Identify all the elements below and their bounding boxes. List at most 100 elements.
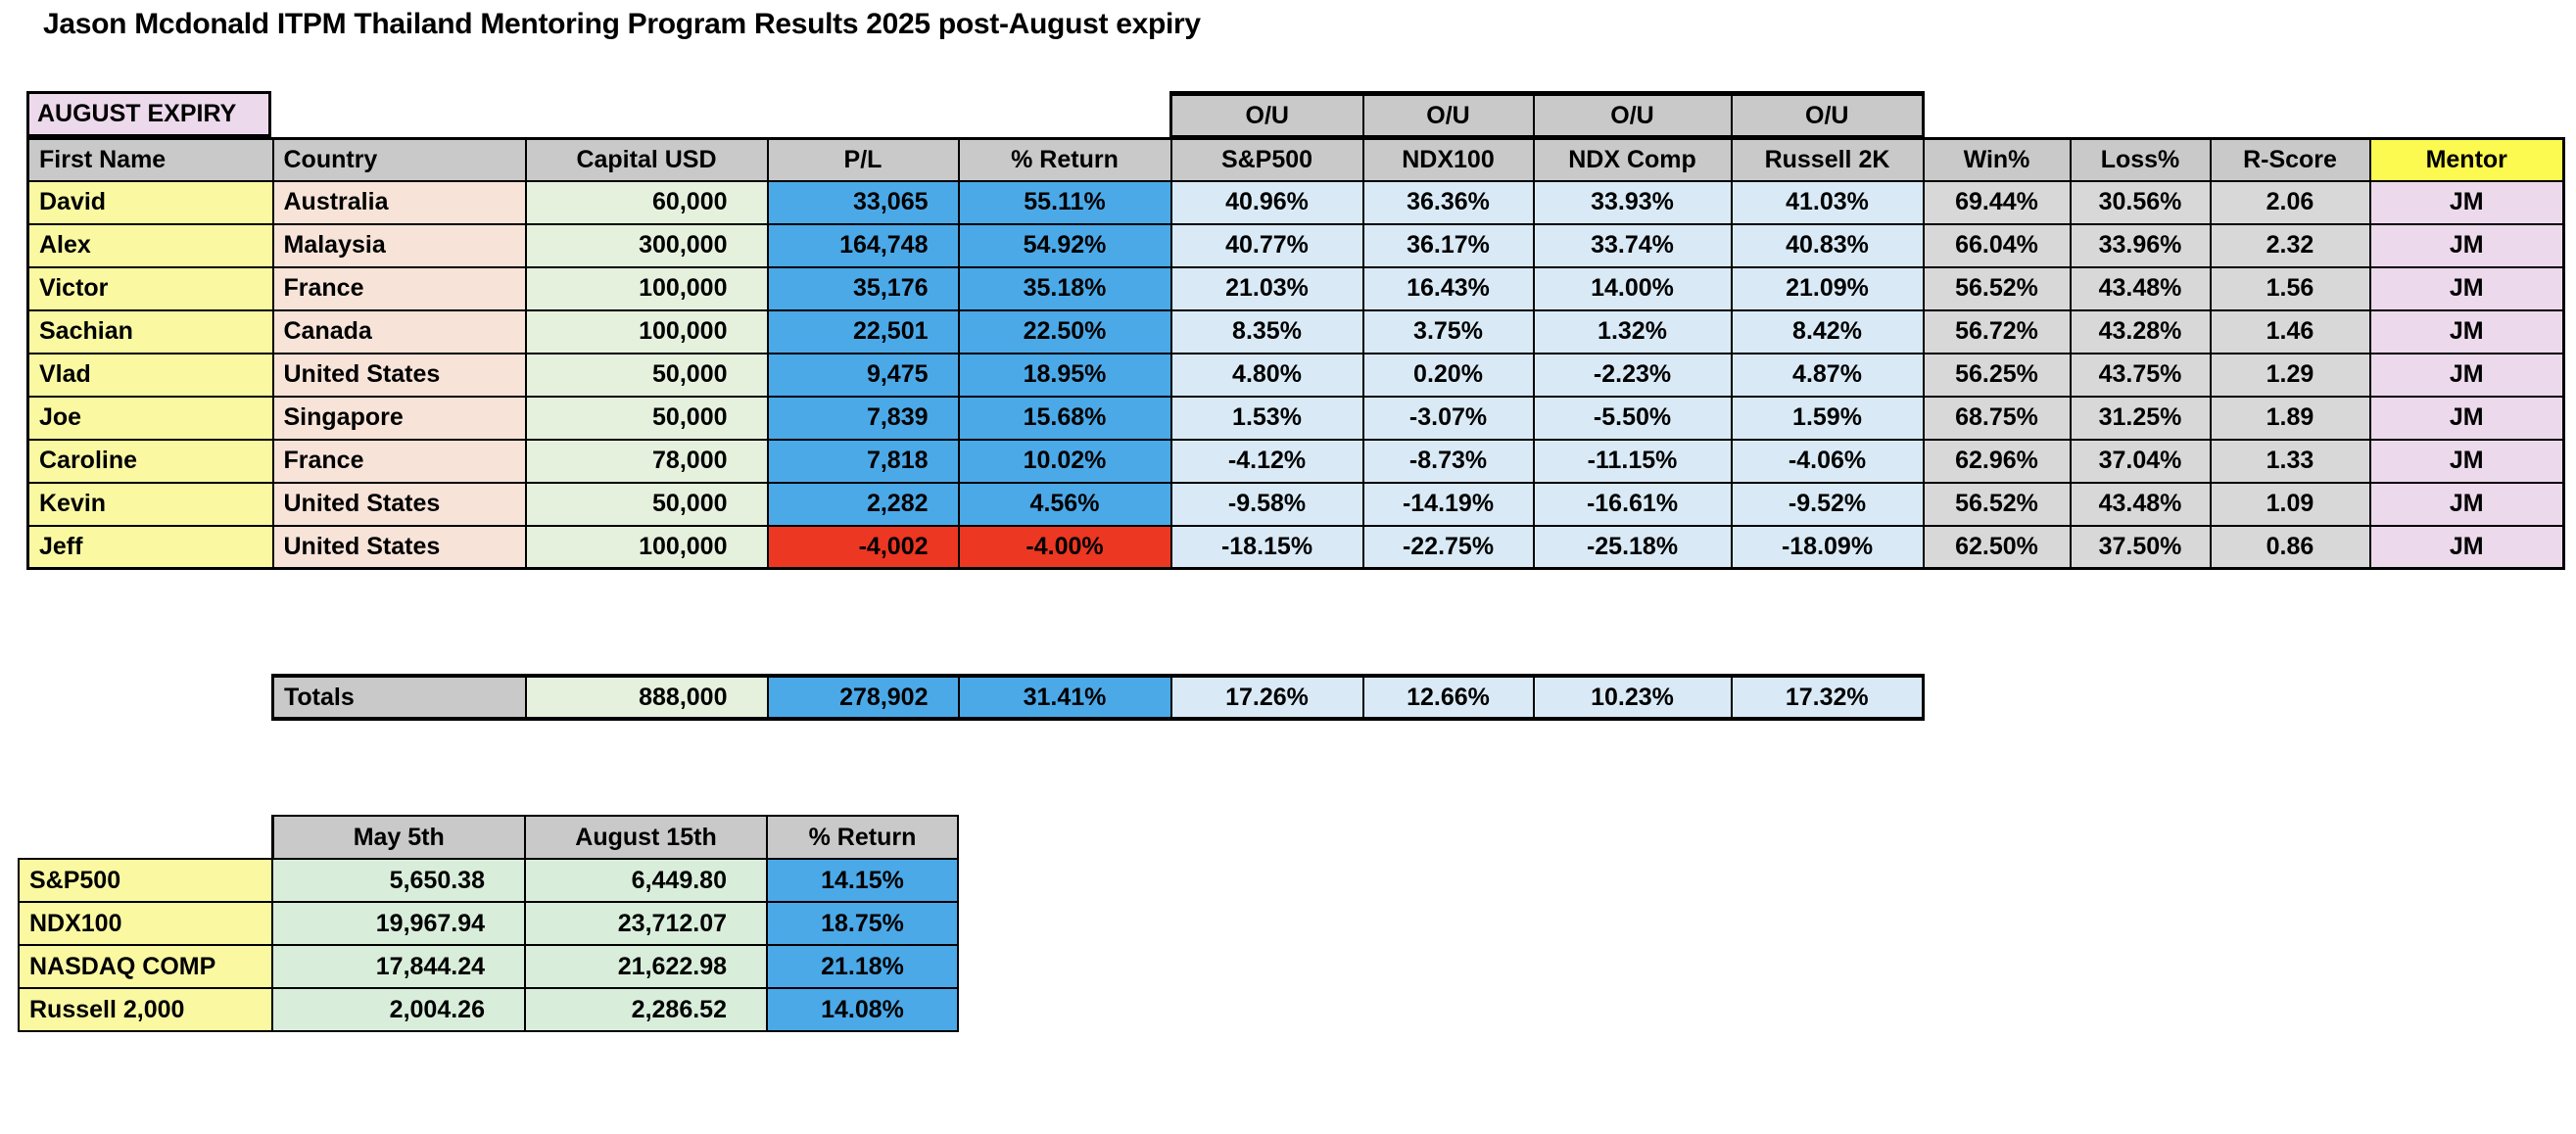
first-name-cell: Jeff: [26, 524, 274, 570]
pl-cell: 33,065: [766, 179, 960, 225]
first-name-cell: Alex: [26, 222, 274, 268]
first-name-cell: David: [26, 179, 274, 225]
ou-russell-2k-cell: 41.03%: [1730, 179, 1925, 225]
totals-ou-ndx100-cell: 12.66%: [1361, 675, 1535, 720]
index-return-cell: 21.18%: [766, 944, 959, 989]
ou-ndx-comp-cell: -5.50%: [1532, 395, 1733, 441]
col-header-mentor: Mentor: [2368, 137, 2565, 182]
index-name-cell: NASDAQ COMP: [18, 944, 273, 989]
loss-cell: 31.25%: [2069, 395, 2212, 441]
benchmark-blank-header: [19, 816, 272, 859]
mentor-cell: JM: [2368, 265, 2565, 311]
return-cell: 15.68%: [957, 395, 1172, 441]
win-cell: 56.25%: [1922, 352, 2072, 398]
pl-cell: -4,002: [766, 524, 960, 570]
return-cell: 54.92%: [957, 222, 1172, 268]
player-row: Vlad United States 50,000 9,475 18.95% 4…: [26, 352, 2565, 398]
win-cell: 62.50%: [1922, 524, 2072, 570]
results-table: First Name Country Capital USD P/L % Ret…: [26, 137, 2565, 570]
pl-cell: 2,282: [766, 481, 960, 527]
return-cell: 35.18%: [957, 265, 1172, 311]
r-score-cell: 0.86: [2209, 524, 2371, 570]
loss-cell: 37.50%: [2069, 524, 2212, 570]
ou-sp500-cell: 40.77%: [1169, 222, 1364, 268]
col-header-r-score: R-Score: [2209, 137, 2371, 182]
r-score-cell: 1.33: [2209, 438, 2371, 484]
index-return-cell: 14.08%: [766, 987, 959, 1032]
ou-ndx-comp-cell: 1.32%: [1532, 308, 1733, 354]
mentor-cell: JM: [2368, 179, 2565, 225]
player-row: Sachian Canada 100,000 22,501 22.50% 8.3…: [26, 308, 2565, 354]
ou-ndx100-cell: 36.36%: [1361, 179, 1535, 225]
ou-ndx-comp-cell: 33.74%: [1532, 222, 1733, 268]
ou-ndx-comp-cell: 14.00%: [1532, 265, 1733, 311]
ou-header-ndx100: O/U: [1361, 92, 1535, 138]
mentor-cell: JM: [2368, 395, 2565, 441]
win-cell: 68.75%: [1922, 395, 2072, 441]
capital-cell: 100,000: [524, 524, 769, 570]
return-cell: 4.56%: [957, 481, 1172, 527]
ou-ndx100-cell: 16.43%: [1361, 265, 1535, 311]
first-name-cell: Victor: [26, 265, 274, 311]
country-cell: France: [271, 438, 527, 484]
index-return-cell: 18.75%: [766, 901, 959, 946]
ou-russell-2k-cell: 4.87%: [1730, 352, 1925, 398]
player-row: Alex Malaysia 300,000 164,748 54.92% 40.…: [26, 222, 2565, 268]
capital-cell: 50,000: [524, 352, 769, 398]
mentor-cell: JM: [2368, 222, 2565, 268]
return-cell: 22.50%: [957, 308, 1172, 354]
ou-russell-2k-cell: -18.09%: [1730, 524, 1925, 570]
index-may-5th-cell: 2,004.26: [271, 987, 526, 1032]
ou-sp500-cell: -18.15%: [1169, 524, 1364, 570]
col-header-ndx-comp: NDX Comp: [1532, 137, 1733, 182]
ou-sp500-cell: -9.58%: [1169, 481, 1364, 527]
country-cell: Canada: [271, 308, 527, 354]
pl-cell: 7,839: [766, 395, 960, 441]
capital-cell: 300,000: [524, 222, 769, 268]
col-header-loss: Loss%: [2069, 137, 2212, 182]
august-expiry-label: AUGUST EXPIRY: [26, 91, 271, 137]
column-header-row: First Name Country Capital USD P/L % Ret…: [26, 137, 2565, 182]
ou-group-header: O/U O/U O/U O/U: [1169, 91, 1925, 138]
page-title: Jason Mcdonald ITPM Thailand Mentoring P…: [43, 8, 1201, 40]
ou-sp500-cell: 1.53%: [1169, 395, 1364, 441]
mentor-cell: JM: [2368, 308, 2565, 354]
totals-table: Totals 888,000 278,902 31.41% 17.26% 12.…: [271, 674, 1925, 721]
r-score-cell: 1.89: [2209, 395, 2371, 441]
mentor-cell: JM: [2368, 352, 2565, 398]
player-row: Joe Singapore 50,000 7,839 15.68% 1.53% …: [26, 395, 2565, 441]
win-cell: 56.72%: [1922, 308, 2072, 354]
ou-russell-2k-cell: 1.59%: [1730, 395, 1925, 441]
ou-ndx100-cell: 3.75%: [1361, 308, 1535, 354]
country-cell: France: [271, 265, 527, 311]
ou-russell-2k-cell: 40.83%: [1730, 222, 1925, 268]
r-score-cell: 1.56: [2209, 265, 2371, 311]
country-cell: Malaysia: [271, 222, 527, 268]
ou-ndx-comp-cell: -11.15%: [1532, 438, 1733, 484]
return-cell: 55.11%: [957, 179, 1172, 225]
loss-cell: 43.28%: [2069, 308, 2212, 354]
r-score-cell: 2.06: [2209, 179, 2371, 225]
index-return-cell: 14.15%: [766, 858, 959, 903]
pl-cell: 7,818: [766, 438, 960, 484]
pl-cell: 9,475: [766, 352, 960, 398]
ou-ndx-comp-cell: -25.18%: [1532, 524, 1733, 570]
country-cell: Australia: [271, 179, 527, 225]
capital-cell: 78,000: [524, 438, 769, 484]
totals-ou-sp500-cell: 17.26%: [1169, 675, 1364, 720]
totals-ou-ndx-comp-cell: 10.23%: [1532, 675, 1733, 720]
pl-cell: 35,176: [766, 265, 960, 311]
ou-russell-2k-cell: 21.09%: [1730, 265, 1925, 311]
loss-cell: 30.56%: [2069, 179, 2212, 225]
benchmark-table: May 5th August 15th % Return S&P500 5,65…: [18, 815, 959, 1032]
index-name-cell: Russell 2,000: [18, 987, 273, 1032]
ou-russell-2k-cell: 8.42%: [1730, 308, 1925, 354]
ou-header-row: O/U O/U O/U O/U: [1169, 92, 1925, 138]
country-cell: United States: [271, 481, 527, 527]
benchmark-row: S&P500 5,650.38 6,449.80 14.15%: [18, 858, 959, 903]
ou-ndx100-cell: -8.73%: [1361, 438, 1535, 484]
col-header-august-15th: August 15th: [524, 815, 768, 860]
col-header-win: Win%: [1922, 137, 2072, 182]
col-header-pl: P/L: [766, 137, 960, 182]
capital-cell: 60,000: [524, 179, 769, 225]
